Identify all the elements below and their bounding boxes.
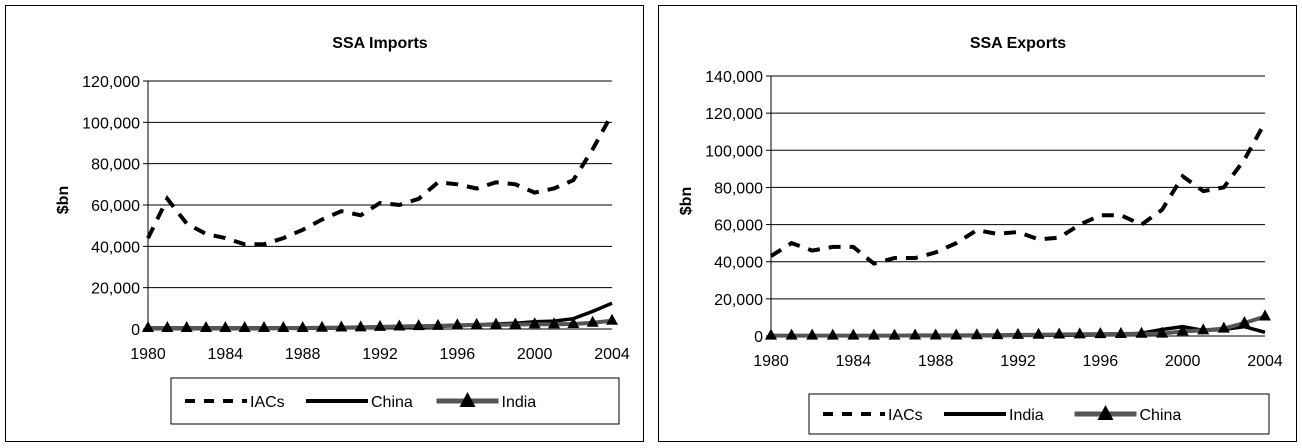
y-tick-label: 40,000 [714, 255, 763, 272]
legend [808, 393, 1270, 435]
y-tick-label: 140,000 [705, 69, 763, 86]
series-china-marker [950, 328, 963, 340]
series-china-marker [991, 328, 1004, 340]
series-china-marker [929, 328, 942, 340]
x-tick-label: 1992 [362, 346, 398, 363]
series-china-marker [847, 328, 860, 340]
y-tick-label: 100,000 [82, 115, 140, 132]
series-india-marker [548, 317, 560, 329]
y-tick-label: 60,000 [91, 198, 140, 215]
series-india-marker [335, 320, 348, 332]
series-china-marker [765, 328, 777, 340]
series-india-marker [412, 319, 425, 331]
x-tick-label: 2004 [594, 346, 630, 363]
series-india-marker [142, 320, 154, 332]
series-india-marker [238, 320, 251, 332]
series-china-marker [1238, 316, 1251, 327]
series-india-marker [258, 320, 270, 332]
series-india-marker [219, 320, 232, 332]
legend-iacs-label: IACs [888, 407, 923, 424]
exports-chart: SSA Exports 0 20,000 40,000 60,000 80,000 100,… [678, 35, 1283, 435]
series-china-marker [1012, 327, 1024, 339]
y-tick-label: 0 [131, 322, 140, 339]
y-tick-label: 100,000 [705, 143, 763, 160]
legend-china-label: China [1140, 407, 1182, 424]
y-tick-label: 0 [754, 329, 763, 346]
y-tick-label: 60,000 [714, 218, 763, 235]
series-india-marker [393, 319, 406, 331]
y-tick-label: 20,000 [91, 281, 140, 298]
x-tick-label: 1984 [208, 346, 244, 363]
imports-chart-frame: SSA Imports 0 20,000 40,000 60,000 80,000 100,… [5, 5, 644, 442]
series-china-marker [1114, 326, 1127, 338]
y-tick-label: 120,000 [82, 74, 140, 91]
series-india-marker [277, 320, 290, 332]
x-tick-label: 1992 [1000, 353, 1036, 370]
series-india-marker [567, 317, 580, 329]
y-tick-label: 20,000 [714, 292, 763, 309]
series-china-marker [1217, 321, 1230, 333]
series-india-marker [432, 318, 444, 330]
series-china-marker [1259, 309, 1271, 321]
series-india-marker [296, 320, 309, 332]
series-china-marker [826, 328, 839, 340]
x-tick-label: 2000 [517, 346, 553, 363]
series-iacs-line [769, 121, 1267, 266]
series-india-marker [470, 317, 483, 329]
series-china-marker [1053, 327, 1066, 339]
series-china-marker [867, 328, 880, 340]
y-tick-label: 80,000 [714, 180, 763, 197]
legend-india-marker [459, 392, 476, 407]
series-china-marker [1197, 323, 1210, 335]
series-china-marker [1073, 327, 1086, 339]
x-tick-label: 2004 [1247, 353, 1283, 370]
y-tick-label: 80,000 [91, 157, 140, 174]
series-india-marker [606, 313, 618, 325]
series-india-marker [528, 317, 541, 329]
series-india-marker [490, 317, 502, 329]
series-india-marker [374, 319, 386, 331]
y-tick-label: 120,000 [705, 106, 763, 123]
series-india-marker [509, 317, 522, 329]
series-china-marker [888, 328, 901, 340]
series-india-marker [180, 320, 193, 332]
series-india-marker [586, 315, 599, 327]
series-india-marker [161, 320, 174, 332]
series-china-marker [806, 328, 819, 340]
legend-china-marker [1097, 405, 1114, 420]
y-axis-label: $bn [678, 187, 695, 215]
y-axis-label: $bn [55, 186, 72, 214]
series-iacs-line [146, 113, 614, 247]
x-tick-label: 2000 [1165, 353, 1201, 370]
y-tick-label: 40,000 [91, 239, 140, 256]
imports-chart: SSA Imports 0 20,000 40,000 60,000 80,000 100,… [55, 35, 630, 425]
series-china-marker [1032, 327, 1045, 339]
legend-iacs-label: IACs [250, 394, 285, 411]
legend-india-label: India [1009, 407, 1044, 424]
chart-title: SSA Imports [332, 35, 428, 52]
x-tick-label: 1988 [918, 353, 954, 370]
series-china-marker [1135, 326, 1148, 338]
series-china-marker [1156, 326, 1169, 338]
legend-india-label: India [502, 394, 537, 411]
x-tick-label: 1996 [440, 346, 476, 363]
x-tick-label: 1980 [753, 353, 789, 370]
legend-china-label: China [371, 394, 413, 411]
series-china-marker [1176, 324, 1189, 336]
series-india-marker [451, 318, 464, 330]
series-china-marker [970, 328, 983, 340]
x-tick-label: 1980 [130, 346, 166, 363]
series-china-marker [909, 328, 922, 340]
exports-chart-frame: SSA Exports 0 20,000 40,000 60,000 80,000 100,… [658, 5, 1297, 442]
series-india-marker [200, 320, 212, 332]
series-china-marker [785, 328, 798, 340]
x-tick-label: 1984 [836, 353, 872, 370]
x-tick-label: 1988 [285, 346, 321, 363]
chart-title: SSA Exports [970, 35, 1066, 52]
series-china-marker [1094, 327, 1107, 339]
x-tick-label: 1996 [1083, 353, 1119, 370]
series-india-marker [316, 320, 328, 332]
series-india-marker [354, 320, 367, 332]
